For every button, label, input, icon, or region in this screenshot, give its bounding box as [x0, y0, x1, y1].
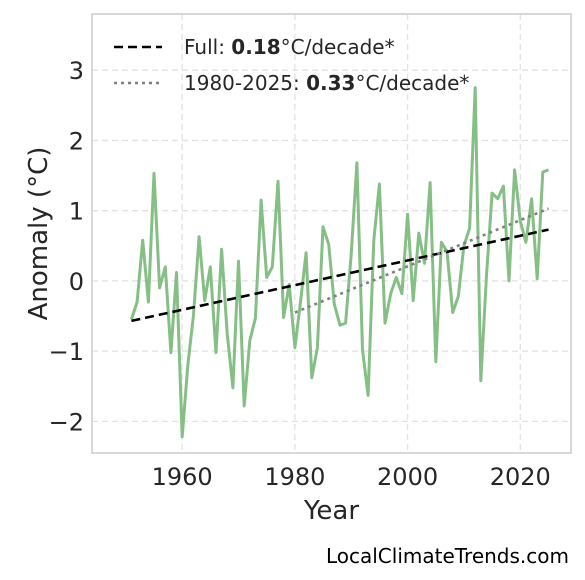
tick-labels: 1960 1980 2000 2020 −2 −1 0 1 2 3: [49, 57, 551, 491]
x-tick-label: 1960: [152, 463, 213, 491]
anomaly-series-line: [129, 86, 550, 439]
y-tick-label: 2: [69, 127, 84, 155]
grid: [92, 14, 571, 453]
x-tick-label: 2000: [377, 463, 438, 491]
y-tick-label: 0: [69, 268, 84, 296]
full-trend-line: [131, 228, 549, 323]
x-axis-label: Year: [303, 496, 359, 526]
legend-label-recent: 1980-2025: 0.33°C/decade*: [184, 71, 469, 95]
legend: Full: 0.18°C/decade* 1980-2025: 0.33°C/de…: [114, 35, 469, 95]
site-credit: LocalClimateTrends.com: [325, 544, 569, 568]
y-tick-label: 1: [69, 198, 84, 226]
plot-frame: [91, 13, 572, 454]
y-tick-label: −2: [49, 408, 84, 436]
y-tick-label: 3: [69, 57, 84, 85]
series-group: [129, 86, 550, 439]
legend-label-full: Full: 0.18°C/decade*: [184, 35, 395, 59]
y-axis-label: Anomaly (°C): [24, 147, 54, 321]
x-tick-label: 1980: [264, 463, 325, 491]
x-tick-label: 2020: [490, 463, 551, 491]
y-tick-label: −1: [49, 338, 84, 366]
